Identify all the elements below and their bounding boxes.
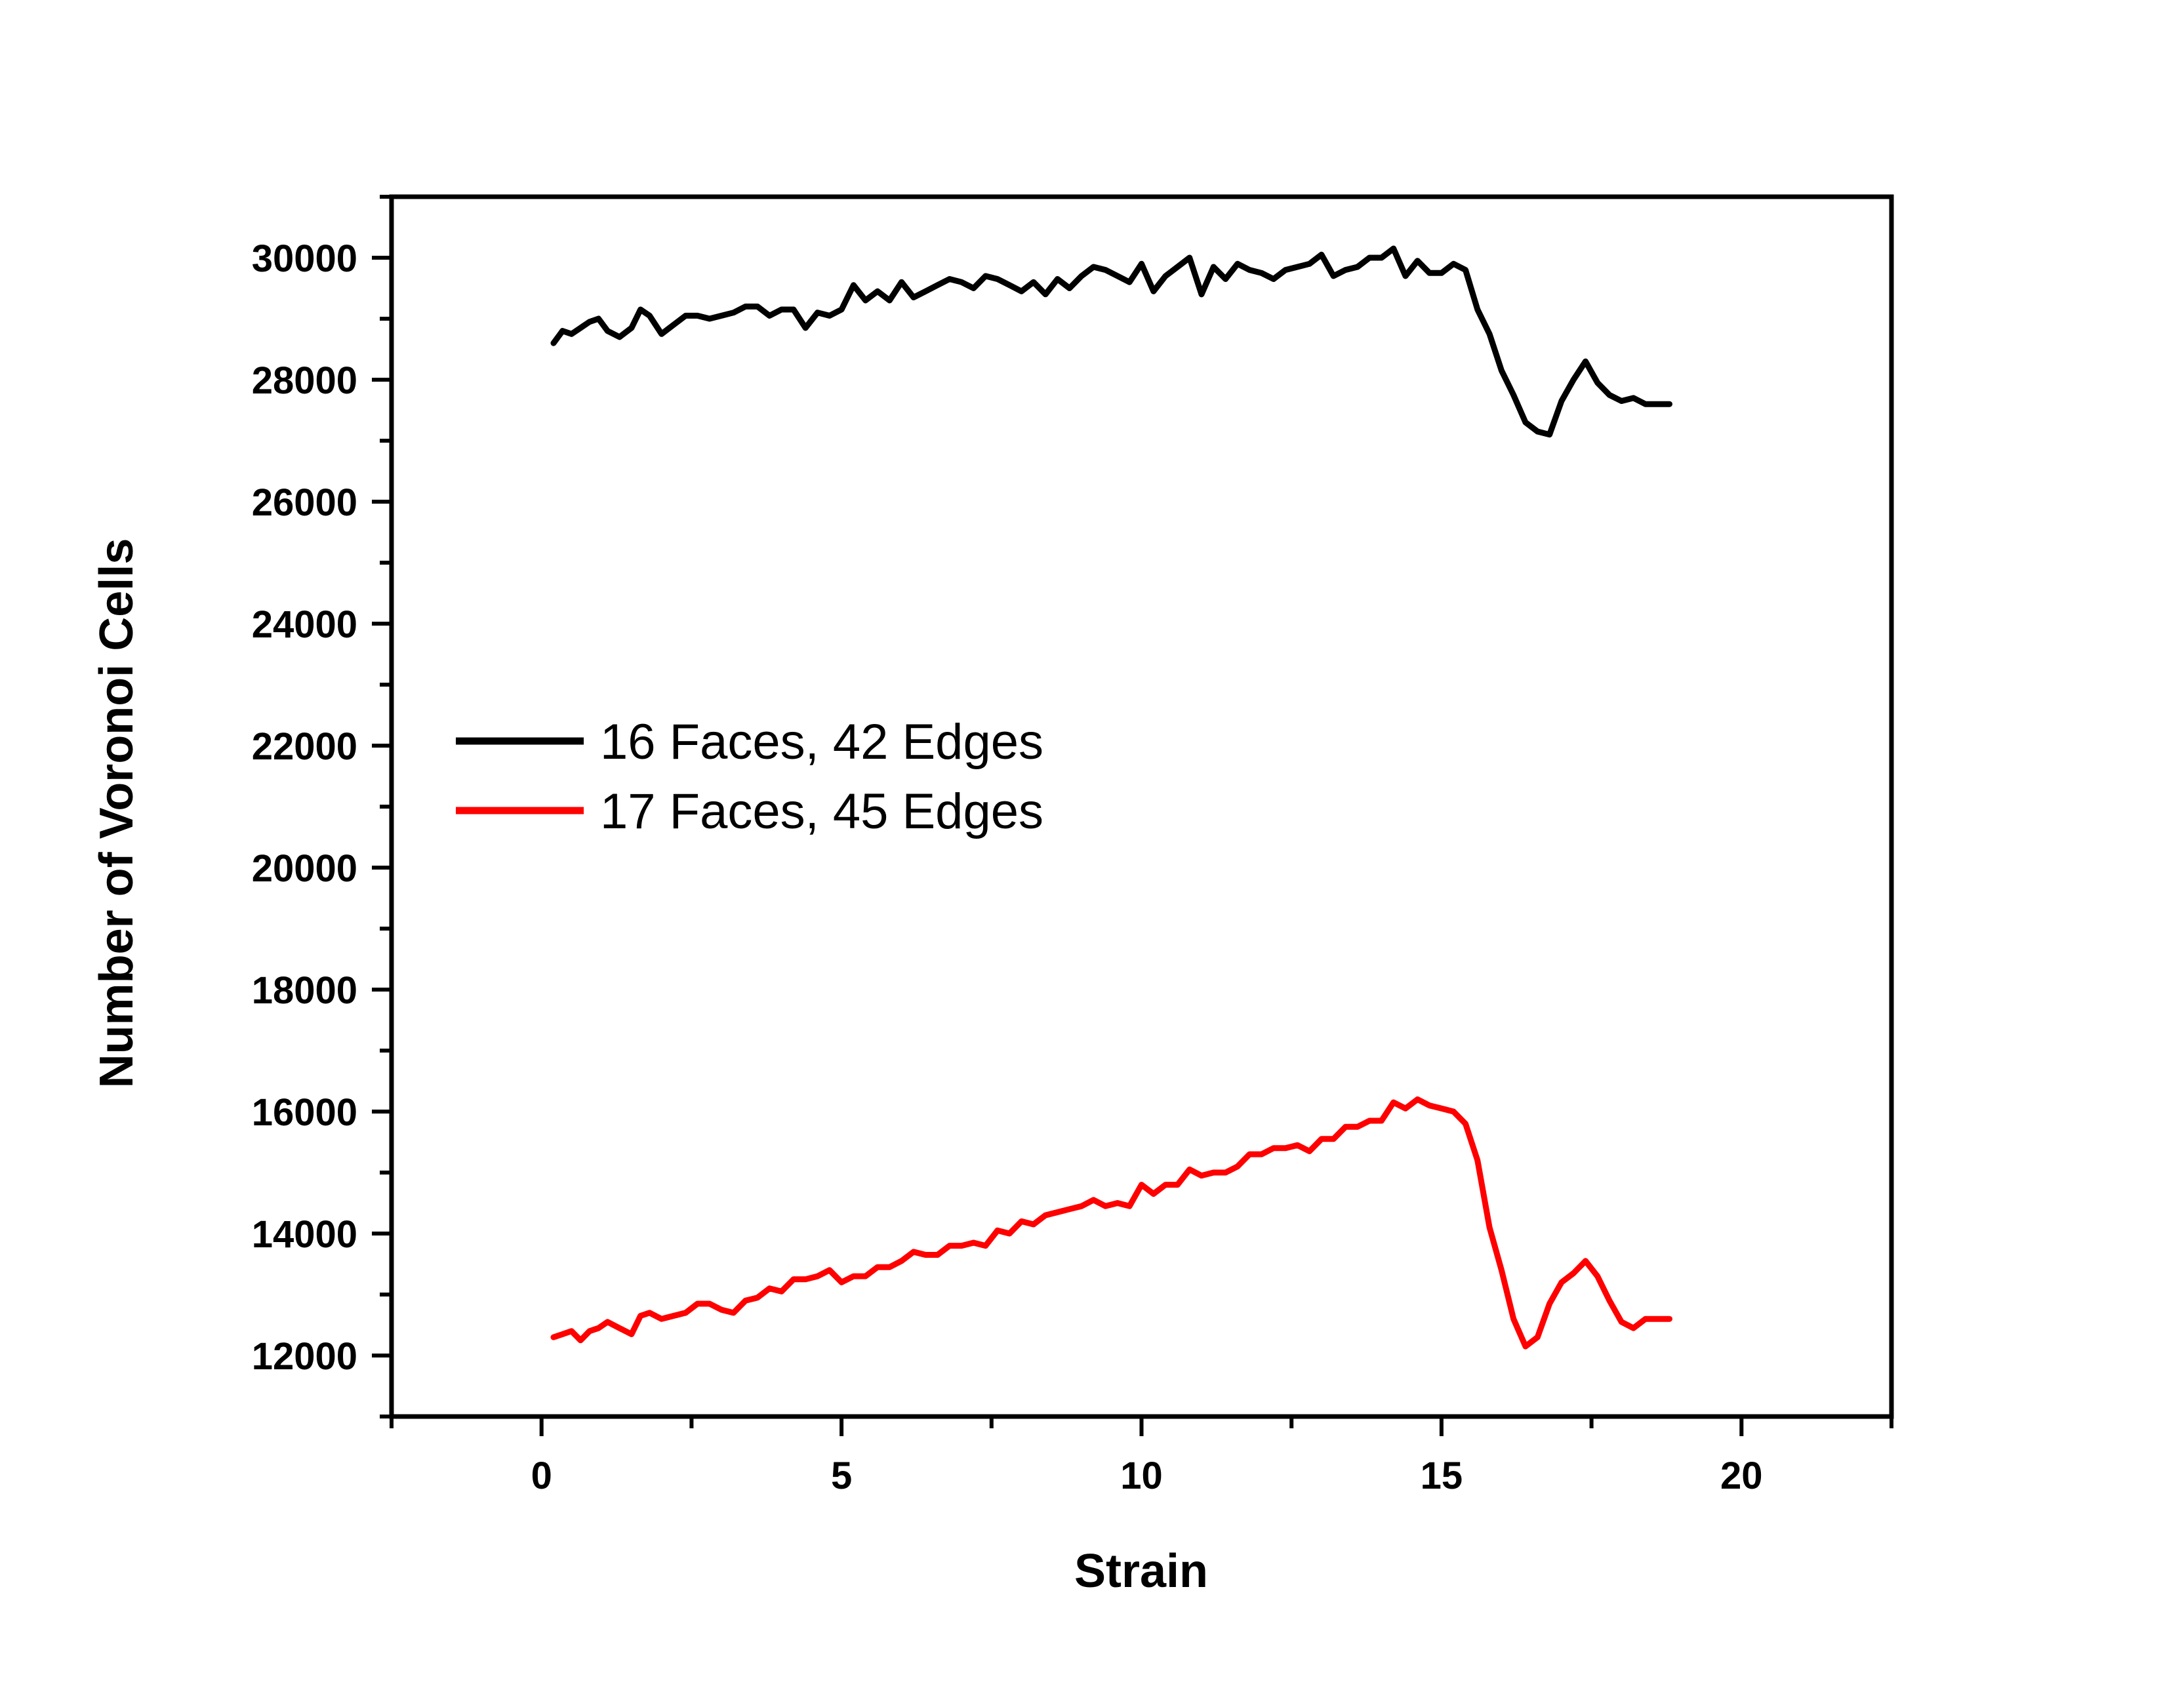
legend-label-black: 16 Faces, 42 Edges [600,714,1043,770]
y-tick-label: 20000 [252,847,357,890]
y-tick-label: 30000 [252,237,357,280]
y-tick-label: 22000 [252,725,357,768]
y-axis-title: Number of Voronoi Cells [91,538,143,1089]
y-tick-label: 24000 [252,603,357,646]
series-line-1 [550,1096,1672,1350]
x-tick-label: 10 [1120,1455,1163,1497]
legend: 16 Faces, 42 Edges 17 Faces, 45 Edges [456,714,1043,839]
ticks-layer [372,195,1893,1436]
series-line-0 [550,245,1672,438]
y-tick-label: 16000 [252,1091,357,1134]
y-tick-label: 28000 [252,359,357,402]
y-tick-label: 26000 [252,481,357,524]
x-tick-label: 0 [531,1455,552,1497]
series-layer [550,245,1672,1350]
labels-layer: 0 5 10 15 20 12000 14000 16000 18000 20000 22000 24… [252,237,1763,1497]
legend-label-red: 17 Faces, 45 Edges [600,784,1043,839]
y-tick-label: 18000 [252,969,357,1012]
x-tick-label: 20 [1720,1455,1763,1497]
x-tick-label: 15 [1421,1455,1463,1497]
x-tick-label: 5 [831,1455,852,1497]
y-tick-label: 14000 [252,1213,357,1256]
y-tick-label: 12000 [252,1335,357,1378]
x-axis-title: Strain [1074,1545,1208,1598]
